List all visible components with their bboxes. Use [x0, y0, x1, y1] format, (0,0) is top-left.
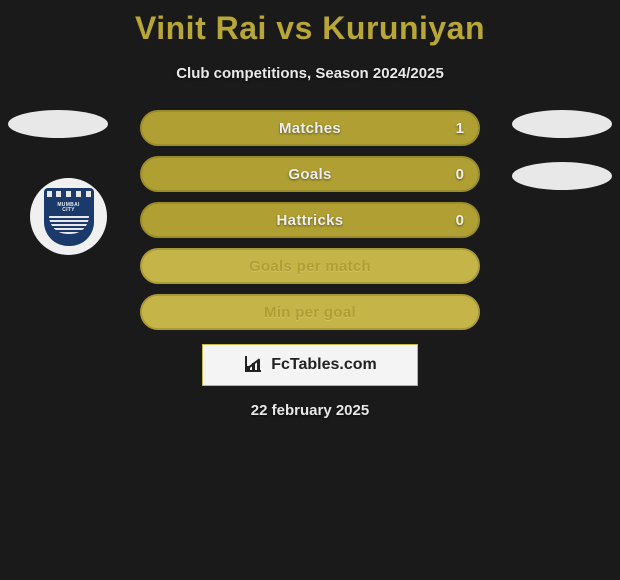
page-title: Vinit Rai vs Kuruniyan [0, 0, 620, 47]
stat-value: 0 [456, 212, 464, 229]
stat-bar-min-per-goal: Min per goal [140, 294, 480, 330]
brand-text: FcTables.com [271, 356, 377, 374]
player-left-ellipse [8, 110, 108, 138]
stat-label: Matches [279, 120, 341, 137]
stat-value: 1 [456, 120, 464, 137]
stat-value: 0 [456, 166, 464, 183]
stat-bars: Matches 1 Goals 0 Hattricks 0 Goals per … [140, 110, 480, 330]
crest-line2: CITY [62, 207, 75, 213]
club-crest-icon: MUMBAI CITY [44, 188, 94, 246]
brand-attribution[interactable]: FcTables.com [202, 344, 418, 386]
stat-label: Hattricks [277, 212, 344, 229]
player-right-ellipse-2 [512, 162, 612, 190]
stat-bar-goals: Goals 0 [140, 156, 480, 192]
infographic-date: 22 february 2025 [0, 402, 620, 419]
stat-bar-goals-per-match: Goals per match [140, 248, 480, 284]
club-badge: MUMBAI CITY [30, 178, 107, 255]
stat-bar-matches: Matches 1 [140, 110, 480, 146]
stat-label: Goals [288, 166, 331, 183]
player-right-ellipse-1 [512, 110, 612, 138]
comparison-panel: MUMBAI CITY Matches 1 Goals 0 Hattricks … [0, 110, 620, 419]
stat-bar-hattricks: Hattricks 0 [140, 202, 480, 238]
stat-label: Min per goal [264, 304, 356, 321]
stat-label: Goals per match [249, 258, 371, 275]
subtitle: Club competitions, Season 2024/2025 [0, 65, 620, 82]
chart-up-icon [243, 356, 265, 374]
